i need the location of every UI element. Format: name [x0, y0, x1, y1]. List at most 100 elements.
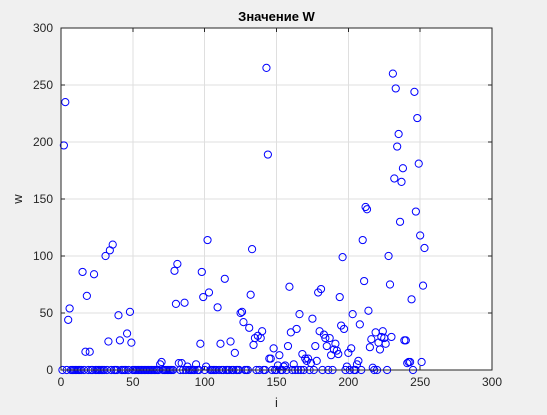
data-point: [316, 284, 326, 294]
axis-ticks: 0 50 100 150 200 250 300 0 50 100 150 200 250 300: [33, 21, 502, 389]
data-point: [384, 251, 393, 261]
data-point: [358, 235, 367, 245]
data-point: [263, 150, 272, 159]
y-tick-label: 0: [46, 363, 53, 377]
data-point: [321, 333, 330, 343]
data-point: [173, 259, 182, 269]
data-point: [418, 281, 428, 290]
y-axis-label: w: [10, 194, 25, 205]
data-point: [108, 240, 117, 249]
data-point: [302, 356, 311, 365]
data-point: [308, 314, 317, 323]
data-point: [398, 164, 408, 173]
data-point: [258, 327, 267, 336]
data-point: [388, 69, 397, 78]
data-point: [361, 202, 370, 212]
x-tick-label: 0: [58, 375, 65, 389]
data-point: [122, 329, 132, 338]
x-tick-label: 300: [482, 375, 502, 389]
data-point: [101, 251, 110, 261]
y-tick-label: 100: [33, 249, 53, 263]
data-point: [61, 98, 70, 107]
data-point: [335, 292, 344, 302]
data-point: [59, 141, 68, 150]
data-point: [410, 87, 419, 96]
data-point: [237, 307, 247, 316]
data-point: [304, 354, 313, 363]
data-point: [325, 333, 334, 343]
data-point: [171, 299, 181, 308]
data-point: [262, 63, 271, 73]
data-point: [266, 354, 275, 363]
data-point: [344, 348, 353, 357]
data-point: [236, 308, 245, 318]
chart-title: Значение W: [238, 9, 315, 24]
data-point: [416, 231, 425, 240]
data-point: [390, 174, 399, 183]
data-point: [247, 245, 257, 254]
data-point: [196, 339, 205, 348]
data-point: [393, 142, 402, 151]
data-point: [311, 341, 320, 351]
data-point: [401, 336, 410, 345]
data-point: [420, 243, 429, 253]
y-tick-label: 250: [33, 78, 53, 92]
data-point: [367, 335, 376, 344]
data-point: [275, 351, 284, 360]
data-point: [180, 298, 189, 307]
data-point: [170, 266, 179, 275]
data-point: [391, 84, 400, 93]
data-point: [115, 336, 125, 345]
data-point: [334, 349, 343, 359]
data-point: [85, 347, 94, 356]
data-point: [230, 348, 239, 357]
data-point: [306, 359, 316, 368]
data-point: [397, 177, 406, 186]
data-point: [65, 304, 74, 313]
y-tick-label: 300: [33, 21, 53, 35]
data-point: [301, 354, 310, 363]
y-tick-label: 50: [40, 306, 54, 320]
data-point: [246, 290, 255, 299]
x-tick-label: 50: [126, 375, 140, 389]
data-point: [269, 344, 278, 353]
data-point: [414, 159, 423, 168]
data-point: [395, 217, 405, 226]
data-point: [381, 339, 390, 348]
data-point: [394, 129, 403, 139]
data-point: [292, 324, 301, 334]
data-point: [253, 331, 262, 340]
plot-frame: [60, 27, 493, 371]
data-point: [216, 339, 225, 348]
data-point: [375, 345, 385, 354]
data-point: [197, 267, 206, 277]
data-point: [64, 315, 73, 324]
data-point: [354, 356, 363, 365]
data-point: [364, 306, 373, 315]
data-point: [226, 337, 235, 346]
data-point: [355, 320, 364, 329]
y-tick-label: 150: [33, 192, 53, 206]
data-point: [348, 310, 357, 319]
data-point: [127, 338, 136, 347]
data-point: [245, 323, 254, 332]
data-point: [406, 357, 415, 367]
x-tick-label: 150: [266, 375, 286, 389]
data-point: [220, 274, 229, 283]
data-point: [114, 311, 123, 320]
data-point: [285, 282, 294, 291]
y-tick-label: 200: [33, 135, 53, 149]
data-point: [417, 357, 426, 367]
data-point: [283, 341, 293, 351]
data-point: [413, 113, 422, 123]
data-point: [199, 292, 208, 302]
data-point: [407, 295, 416, 304]
x-axis-label: i: [275, 395, 278, 410]
data-point: [157, 357, 166, 367]
x-tick-label: 250: [410, 375, 430, 389]
data-point: [339, 324, 349, 334]
data-point: [365, 343, 374, 352]
data-point: [362, 205, 372, 214]
